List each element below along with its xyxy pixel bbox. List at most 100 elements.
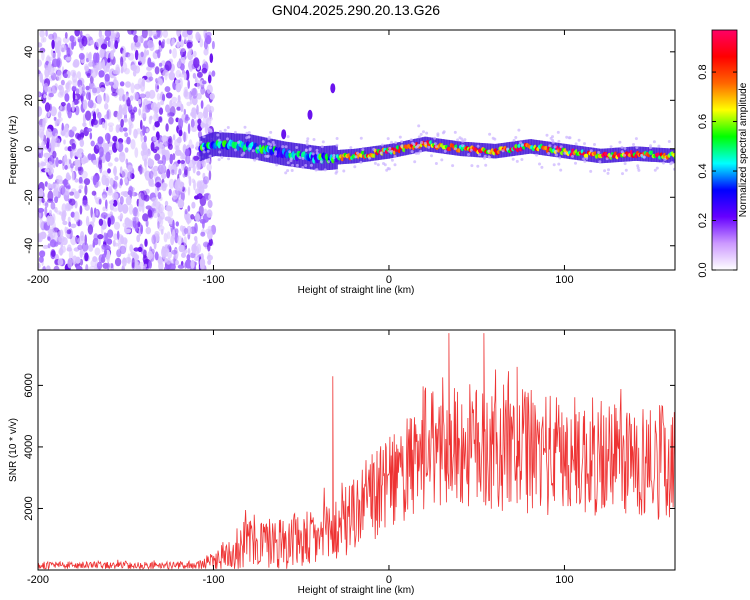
noise-speckle [48,92,54,98]
noise-speckle [201,121,204,129]
colorbar-tick-label: 0.6 [697,114,709,129]
noise-speckle [102,121,105,129]
noise-speckle [102,194,107,201]
noise-speckle [154,153,161,161]
noise-speckle [190,259,195,269]
noise-speckle [193,179,196,191]
ridge-haze [609,145,613,149]
ridge-haze [291,163,294,167]
ridge-haze [323,168,327,172]
noise-speckle [171,249,178,255]
noise-speckle [147,250,153,260]
ridge-haze [312,138,316,141]
noise-speckle [75,132,81,139]
noise-speckle [169,99,173,108]
ridge-haze [487,155,491,159]
noise-speckle [44,206,48,217]
noise-speckle [107,229,114,239]
noise-speckle [188,176,192,187]
ridge-haze [361,148,365,152]
ridge-haze [558,156,562,160]
ridge-haze [417,151,421,155]
noise-speckle [125,196,132,206]
noise-speckle [137,35,141,43]
noise-speckle [136,128,141,135]
ridge-haze [243,125,247,129]
noise-speckle [79,205,83,215]
ridge-haze [442,130,446,134]
noise-speckle [55,42,60,54]
branch-mark [281,129,287,140]
noise-speckle [197,118,202,125]
ridge-haze [467,153,470,156]
ridge-haze [609,154,613,158]
spectrogram-xlabel: Height of straight line (km) [298,285,415,296]
noise-speckle [138,108,142,116]
noise-speckle [172,153,176,161]
ridge-haze [304,149,308,152]
noise-speckle [42,244,49,249]
noise-speckle [162,252,168,258]
ridge-haze [547,152,551,155]
noise-speckle [128,203,134,215]
noise-speckle [124,132,129,138]
noise-speckle [101,244,107,250]
noise-speckle [125,81,131,88]
noise-speckle [53,265,60,270]
noise-speckle [113,76,117,82]
ridge-haze [274,150,278,154]
noise-speckle [41,140,45,150]
ridge-haze [268,146,272,150]
noise-speckle [127,164,133,172]
ridge-haze [206,149,210,153]
noise-speckle [114,175,119,181]
noise-speckle [186,101,191,107]
ridge-haze [332,154,336,157]
ridge-haze [208,154,212,158]
ridge-haze [286,161,290,165]
noise-speckle [64,164,68,170]
noise-speckle [92,111,97,122]
noise-speckle [193,235,198,242]
ridge-haze [427,145,431,149]
noise-speckle [60,79,65,86]
noise-speckle [104,30,112,38]
noise-speckle [66,229,72,235]
noise-speckle [65,204,73,210]
noise-speckle [88,244,94,252]
ridge-halo [450,140,454,155]
noise-speckle [89,265,96,270]
noise-speckle [94,247,101,256]
noise-speckle [191,126,197,132]
noise-speckle [108,81,115,86]
noise-speckle [53,188,59,197]
noise-speckle [203,48,209,56]
noise-speckle [206,163,212,171]
noise-speckle [81,170,88,179]
noise-speckle [207,242,211,252]
snr-frame [37,329,676,571]
noise-speckle [184,209,188,215]
noise-speckle [196,93,202,100]
noise-speckle [119,245,127,255]
noise-speckle [92,175,97,186]
noise-speckle [114,157,119,162]
noise-speckle [54,36,62,45]
ridge-haze [393,163,397,167]
noise-speckle [151,197,158,203]
noise-speckle [196,160,201,171]
ridge-haze [456,138,460,142]
noise-speckle [112,207,118,212]
noise-speckle [180,190,185,202]
ridge-haze [461,139,465,143]
ridge-haze [414,145,418,149]
noise-speckle [79,249,84,259]
ridge-haze [553,145,557,149]
y-tick-label: 20 [23,94,35,106]
noise-speckle [64,32,68,39]
ridge-haze [433,142,437,146]
ridge-haze [565,135,569,139]
noise-speckle [149,115,153,121]
noise-speckle [60,102,66,107]
noise-speckle [104,132,111,142]
